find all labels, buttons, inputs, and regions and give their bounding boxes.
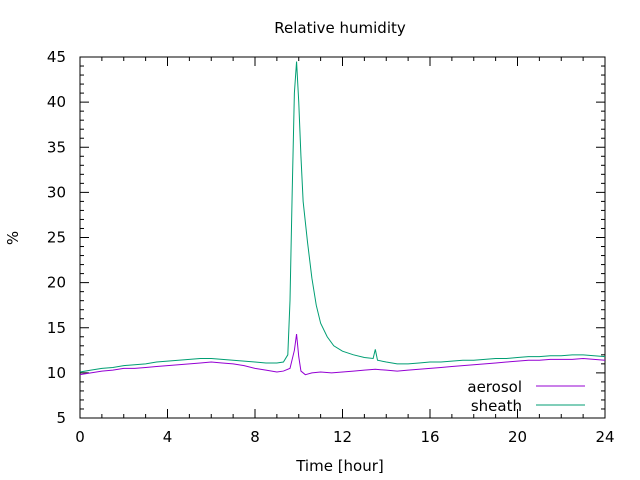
series-layer bbox=[79, 61, 606, 376]
plot-frame bbox=[79, 56, 606, 419]
x-tick-label: 12 bbox=[333, 428, 352, 446]
x-tick-label: 20 bbox=[508, 428, 527, 446]
y-tick-label: 40 bbox=[47, 93, 66, 111]
y-tick-label: 15 bbox=[47, 319, 66, 337]
axis-ticks bbox=[79, 56, 606, 419]
x-tick-label: 16 bbox=[420, 428, 439, 446]
x-tick-labels: 0 4 8 12 16 20 24 bbox=[75, 428, 614, 446]
series-line-aerosol bbox=[79, 334, 606, 376]
x-tick-label: 24 bbox=[595, 428, 614, 446]
x-tick-label: 8 bbox=[250, 428, 260, 446]
y-axis-label: % bbox=[4, 231, 22, 245]
x-axis-label: Time [hour] bbox=[295, 457, 384, 475]
x-tick-label: 0 bbox=[75, 428, 85, 446]
y-tick-labels: 5 10 15 20 25 30 35 40 45 bbox=[47, 48, 66, 427]
y-tick-label: 45 bbox=[47, 48, 66, 66]
chart-title: Relative humidity bbox=[274, 19, 406, 37]
y-tick-label: 25 bbox=[47, 229, 66, 247]
series-line-sheath bbox=[79, 61, 606, 373]
legend: aerosol sheath bbox=[467, 378, 585, 415]
y-tick-label: 10 bbox=[47, 364, 66, 382]
y-tick-label: 5 bbox=[56, 409, 66, 427]
x-tick-label: 4 bbox=[163, 428, 173, 446]
y-tick-label: 30 bbox=[47, 183, 66, 201]
legend-label-sheath: sheath bbox=[471, 397, 522, 415]
legend-label-aerosol: aerosol bbox=[467, 378, 522, 396]
y-tick-label: 35 bbox=[47, 138, 66, 156]
y-tick-label: 20 bbox=[47, 274, 66, 292]
